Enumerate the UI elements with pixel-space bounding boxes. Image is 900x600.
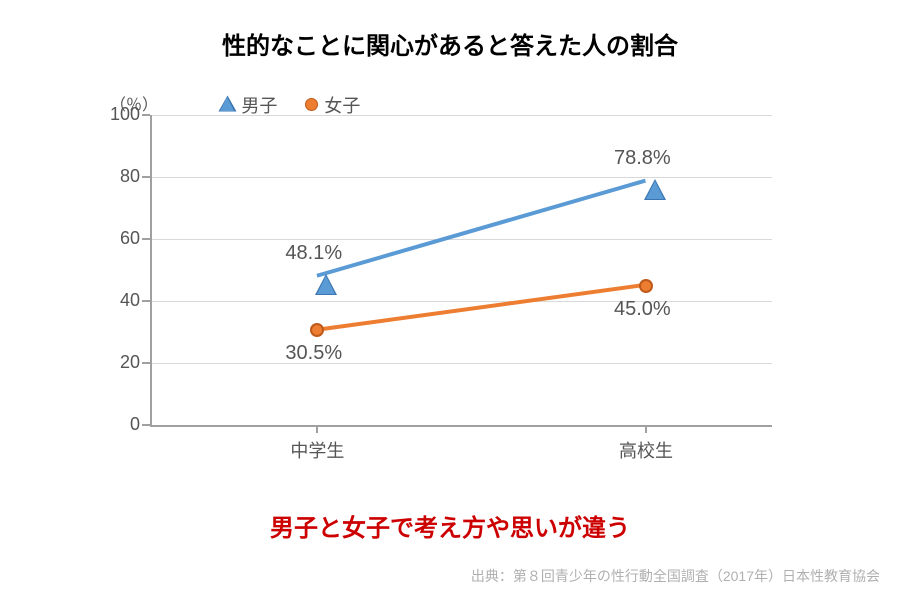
data-label: 45.0% bbox=[614, 298, 671, 321]
circle-marker-icon bbox=[639, 279, 653, 293]
y-tick-label: 60 bbox=[100, 228, 140, 249]
y-tick-label: 0 bbox=[100, 414, 140, 435]
y-tick-label: 100 bbox=[100, 104, 140, 125]
plot-area bbox=[150, 115, 772, 427]
y-tick-label: 80 bbox=[100, 166, 140, 187]
source-citation: 出典：第８回青少年の性行動全国調査（2017年）日本性教育協会 bbox=[471, 566, 880, 586]
y-tick-mark bbox=[142, 114, 150, 116]
data-label: 30.5% bbox=[285, 342, 342, 365]
data-label: 78.8% bbox=[614, 147, 671, 170]
data-label: 48.1% bbox=[285, 242, 342, 265]
y-tick-mark bbox=[142, 238, 150, 240]
x-tick-label: 中学生 bbox=[267, 437, 367, 463]
y-tick-mark bbox=[142, 362, 150, 364]
gridline bbox=[152, 177, 772, 178]
gridline bbox=[152, 239, 772, 240]
triangle-marker-icon bbox=[220, 95, 235, 116]
chart-title: 性的なことに関心があると答えた人の割合 bbox=[0, 26, 900, 61]
x-tick-mark bbox=[645, 425, 647, 433]
x-tick-label: 高校生 bbox=[596, 437, 696, 463]
y-tick-mark bbox=[142, 424, 150, 426]
gridline bbox=[152, 363, 772, 364]
gridline bbox=[152, 301, 772, 302]
y-tick-label: 40 bbox=[100, 290, 140, 311]
y-tick-mark bbox=[142, 176, 150, 178]
circle-marker-icon bbox=[310, 323, 324, 337]
x-tick-mark bbox=[316, 425, 318, 433]
caption: 男子と女子で考え方や思いが違う bbox=[0, 508, 900, 543]
y-tick-mark bbox=[142, 300, 150, 302]
gridline bbox=[152, 115, 772, 116]
circle-marker-icon bbox=[305, 95, 318, 116]
y-tick-label: 20 bbox=[100, 352, 140, 373]
